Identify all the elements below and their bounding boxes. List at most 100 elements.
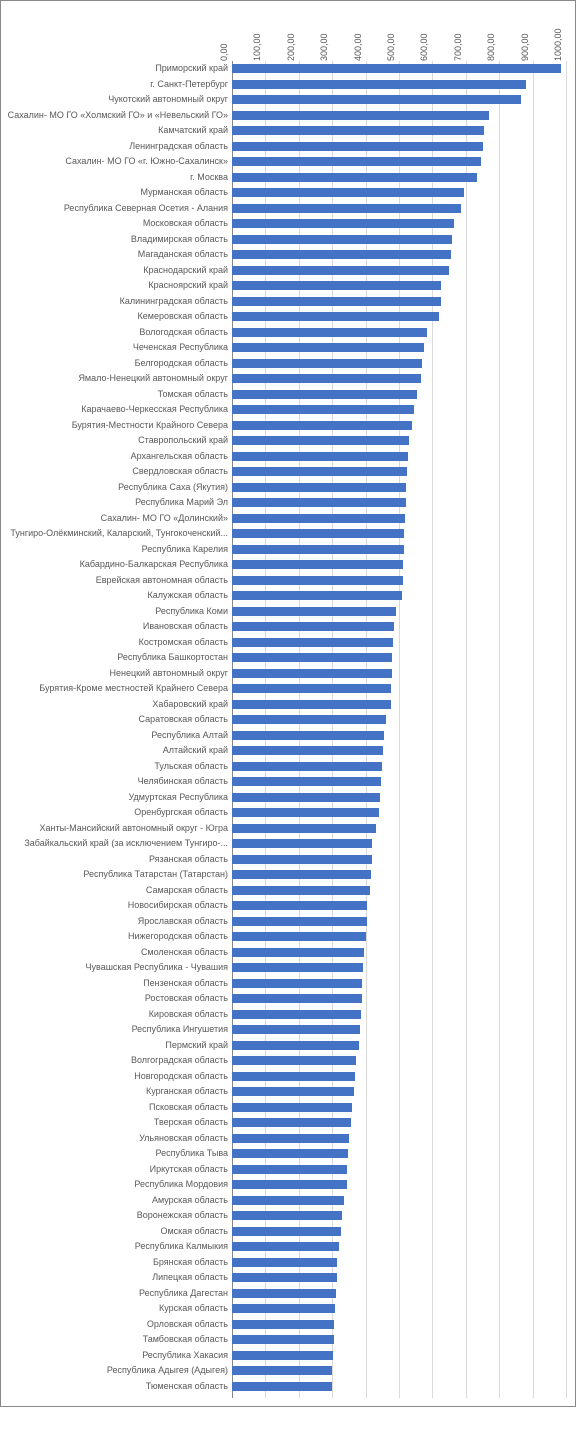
bar-row: Чукотский автономный округ xyxy=(232,92,564,108)
bar-row: Камчатский край xyxy=(232,123,564,139)
bar xyxy=(232,870,371,879)
bar xyxy=(232,80,526,89)
bar xyxy=(232,1366,332,1375)
category-label: Республика Карелия xyxy=(7,545,232,554)
bar-row: Курская область xyxy=(232,1301,564,1317)
bar xyxy=(232,1196,344,1205)
bar-row: Магаданская область xyxy=(232,247,564,263)
bar xyxy=(232,266,449,275)
category-label: Республика Калмыкия xyxy=(7,1242,232,1251)
category-label: Саратовская область xyxy=(7,715,232,724)
bar-row: Республика Саха (Якутия) xyxy=(232,480,564,496)
category-label: Орловская область xyxy=(7,1320,232,1329)
category-label: Республика Саха (Якутия) xyxy=(7,483,232,492)
bar-row: Республика Башкортостан xyxy=(232,650,564,666)
bar-row: Тамбовская область xyxy=(232,1332,564,1348)
bar-row: Саратовская область xyxy=(232,712,564,728)
bar-chart: 0,00100,00200,00300,00400,00500,00600,00… xyxy=(0,0,576,1407)
category-label: Хабаровский край xyxy=(7,700,232,709)
bar-row: Курганская область xyxy=(232,1084,564,1100)
category-label: Калининградская область xyxy=(7,297,232,306)
bar xyxy=(232,142,483,151)
category-label: Сахалин- МО ГО «Долинский» xyxy=(7,514,232,523)
category-label: Ямало-Ненецкий автономный округ xyxy=(7,374,232,383)
bar xyxy=(232,777,381,786)
bar-row: Нижегородская область xyxy=(232,929,564,945)
bar-row: Тюменская область xyxy=(232,1379,564,1395)
bar-row: Томская область xyxy=(232,387,564,403)
bar-row: Республика Марий Эл xyxy=(232,495,564,511)
category-label: Самарская область xyxy=(7,886,232,895)
bar xyxy=(232,452,408,461)
category-label: Ханты-Мансийский автономный округ - Югра xyxy=(7,824,232,833)
bar xyxy=(232,793,380,802)
bar xyxy=(232,1087,354,1096)
bar-row: Республика Дагестан xyxy=(232,1286,564,1302)
plot-area: 0,00100,00200,00300,00400,00500,00600,00… xyxy=(232,61,564,1398)
bar-row: Сахалин- МО ГО «Холмский ГО» и «Невельск… xyxy=(232,108,564,124)
category-label: Нижегородская область xyxy=(7,932,232,941)
bar xyxy=(232,467,407,476)
x-tick-label: 900,00 xyxy=(520,33,530,61)
x-tick-label: 200,00 xyxy=(286,33,296,61)
bar xyxy=(232,901,367,910)
bar xyxy=(232,576,403,585)
category-label: Челябинская область xyxy=(7,777,232,786)
bar-row: Краснодарский край xyxy=(232,263,564,279)
bar xyxy=(232,405,414,414)
bar xyxy=(232,126,484,135)
category-label: Псковская область xyxy=(7,1103,232,1112)
bar xyxy=(232,824,376,833)
bar xyxy=(232,1165,347,1174)
bar xyxy=(232,297,441,306)
bar xyxy=(232,932,366,941)
category-label: Ставропольский край xyxy=(7,436,232,445)
bar xyxy=(232,979,362,988)
bar-row: Республика Адыгея (Адыгея) xyxy=(232,1363,564,1379)
bar-row: Республика Калмыкия xyxy=(232,1239,564,1255)
category-label: Кемеровская область xyxy=(7,312,232,321)
bar-row: Сахалин- МО ГО «Долинский» xyxy=(232,511,564,527)
bar-row: Ростовская область xyxy=(232,991,564,1007)
category-label: Сахалин- МО ГО «Холмский ГО» и «Невельск… xyxy=(7,111,232,120)
category-label: Камчатский край xyxy=(7,126,232,135)
bar xyxy=(232,157,481,166)
bar xyxy=(232,1180,347,1189)
bar xyxy=(232,359,422,368)
bar-row: Кабардино-Балкарская Республика xyxy=(232,557,564,573)
bar xyxy=(232,204,461,213)
category-label: Свердловская область xyxy=(7,467,232,476)
category-label: Воронежская область xyxy=(7,1211,232,1220)
bar-row: Карачаево-Черкесская Республика xyxy=(232,402,564,418)
category-label: Оренбургская область xyxy=(7,808,232,817)
bar-row: Ненецкий автономный округ xyxy=(232,666,564,682)
bar-row: Омская область xyxy=(232,1224,564,1240)
bar-row: Ленинградская область xyxy=(232,139,564,155)
bar xyxy=(232,560,403,569)
category-label: Мурманская область xyxy=(7,188,232,197)
bar-row: Республика Мордовия xyxy=(232,1177,564,1193)
bar xyxy=(232,374,421,383)
bar-row: Республика Хакасия xyxy=(232,1348,564,1364)
bar xyxy=(232,1351,333,1360)
bar-row: Республика Ингушетия xyxy=(232,1022,564,1038)
bar xyxy=(232,1010,361,1019)
bar-row: Ямало-Ненецкий автономный округ xyxy=(232,371,564,387)
category-label: Республика Коми xyxy=(7,607,232,616)
bar-row: Хабаровский край xyxy=(232,697,564,713)
bar-row: Мурманская область xyxy=(232,185,564,201)
bar-row: Волгоградская область xyxy=(232,1053,564,1069)
bar-row: Свердловская область xyxy=(232,464,564,480)
bar xyxy=(232,343,424,352)
bar xyxy=(232,95,521,104)
bar xyxy=(232,1041,359,1050)
bar-row: Удмуртская Республика xyxy=(232,790,564,806)
bar xyxy=(232,1382,332,1391)
category-label: Республика Татарстан (Татарстан) xyxy=(7,870,232,879)
bar xyxy=(232,1320,334,1329)
bar xyxy=(232,715,386,724)
bar-row: Белгородская область xyxy=(232,356,564,372)
category-label: Забайкальский край (за исключением Тунги… xyxy=(7,839,232,848)
category-label: Рязанская область xyxy=(7,855,232,864)
bar xyxy=(232,235,452,244)
